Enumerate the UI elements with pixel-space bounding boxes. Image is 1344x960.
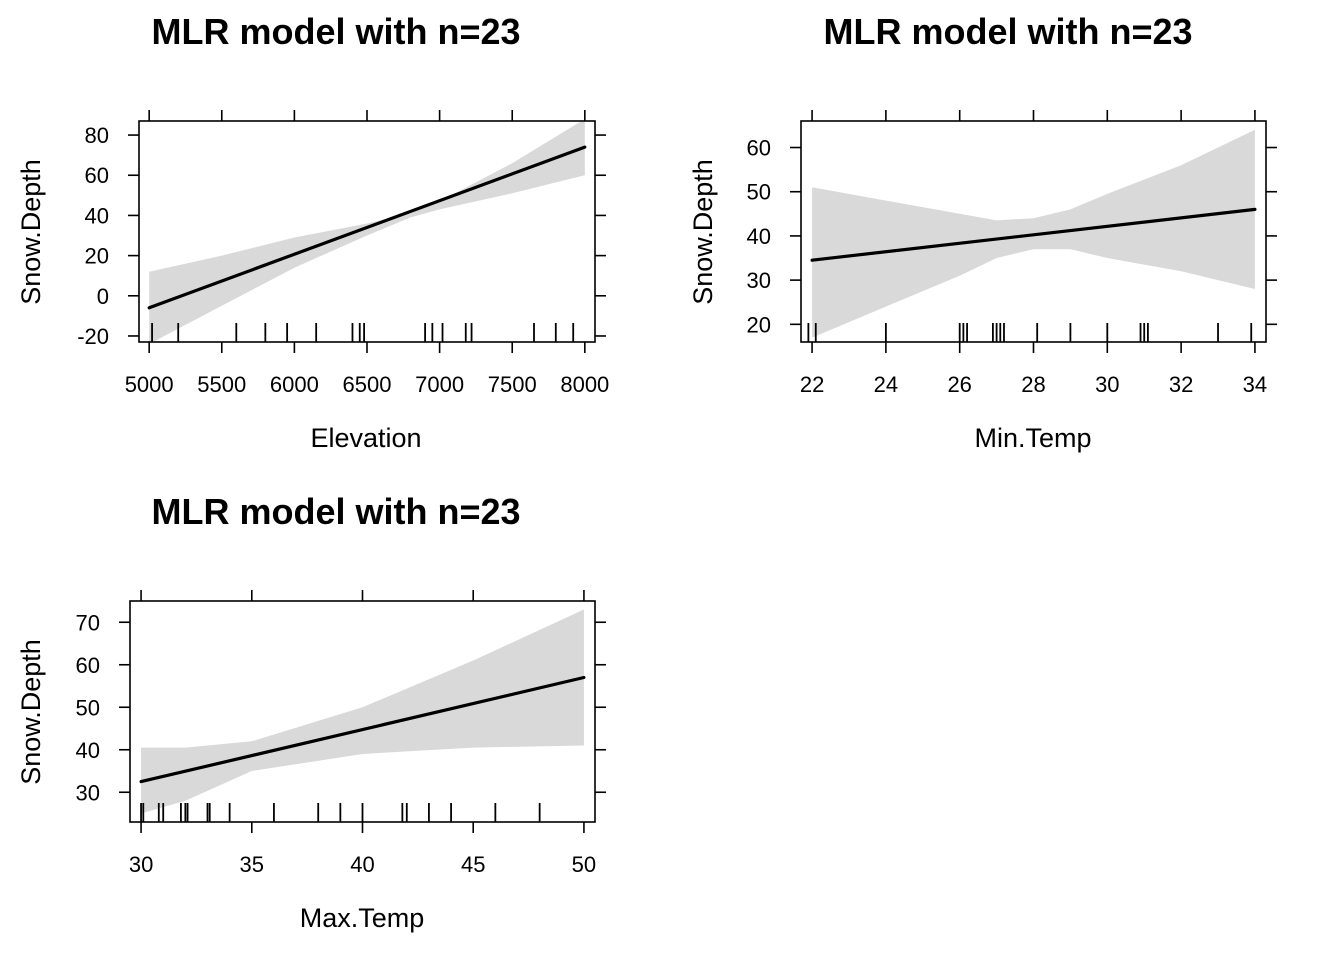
y-tick-label: 40 (76, 738, 100, 763)
fitted-line (147, 145, 587, 310)
x-tick-label: 7500 (488, 372, 537, 397)
x-tick-label: 35 (240, 852, 264, 877)
chart-title: MLR model with n=23 (151, 491, 520, 532)
y-tick-label: 60 (85, 163, 109, 188)
x-tick-label: 6500 (343, 372, 392, 397)
x-tick-label: 30 (1095, 372, 1119, 397)
x-axis-label: Elevation (310, 423, 421, 453)
x-tick-label: 5000 (125, 372, 174, 397)
chart-panel-elevation: MLR model with n=23 Elevation Snow.Depth… (16, 11, 609, 453)
x-tick-label: 6000 (270, 372, 319, 397)
x-axis-label: Max.Temp (300, 903, 425, 933)
x-tick-label: 28 (1021, 372, 1045, 397)
chart-title: MLR model with n=23 (823, 11, 1192, 52)
confidence-band (141, 609, 584, 814)
chart-panel-min-temp: MLR model with n=23 Min.Temp Snow.Depth … (688, 11, 1277, 453)
y-tick-label: 40 (747, 224, 771, 249)
chart-title: MLR model with n=23 (151, 11, 520, 52)
x-tick-label: 40 (350, 852, 374, 877)
x-tick-label: 34 (1243, 372, 1267, 397)
y-tick-label: 0 (97, 284, 109, 309)
chart-panel-max-temp: MLR model with n=23 Max.Temp Snow.Depth … (16, 491, 606, 933)
confidence-band (149, 121, 585, 342)
y-tick-label: 50 (76, 695, 100, 720)
y-axis-label: Snow.Depth (16, 159, 46, 305)
x-tick-label: 5500 (197, 372, 246, 397)
x-axis-label: Min.Temp (974, 423, 1091, 453)
y-axis-label: Snow.Depth (688, 159, 718, 305)
y-tick-label: 20 (85, 244, 109, 269)
x-tick-label: 45 (461, 852, 485, 877)
y-axis-label: Snow.Depth (16, 639, 46, 785)
y-tick-label: 60 (747, 136, 771, 161)
x-tick-label: 50 (572, 852, 596, 877)
x-tick-label: 22 (800, 372, 824, 397)
y-tick-label: 60 (76, 653, 100, 678)
y-tick-label: 50 (747, 180, 771, 205)
fitted-line (139, 675, 586, 784)
y-tick-label: -20 (77, 324, 109, 349)
x-tick-label: 24 (874, 372, 898, 397)
y-tick-label: 30 (747, 268, 771, 293)
x-tick-label: 8000 (560, 372, 609, 397)
y-tick-label: 20 (747, 312, 771, 337)
x-tick-label: 30 (129, 852, 153, 877)
x-tick-label: 26 (947, 372, 971, 397)
x-tick-label: 32 (1169, 372, 1193, 397)
y-tick-label: 80 (85, 123, 109, 148)
x-tick-label: 7000 (415, 372, 464, 397)
fitted-line (810, 207, 1257, 262)
y-tick-label: 40 (85, 203, 109, 228)
y-tick-label: 70 (76, 610, 100, 635)
y-tick-label: 30 (76, 780, 100, 805)
